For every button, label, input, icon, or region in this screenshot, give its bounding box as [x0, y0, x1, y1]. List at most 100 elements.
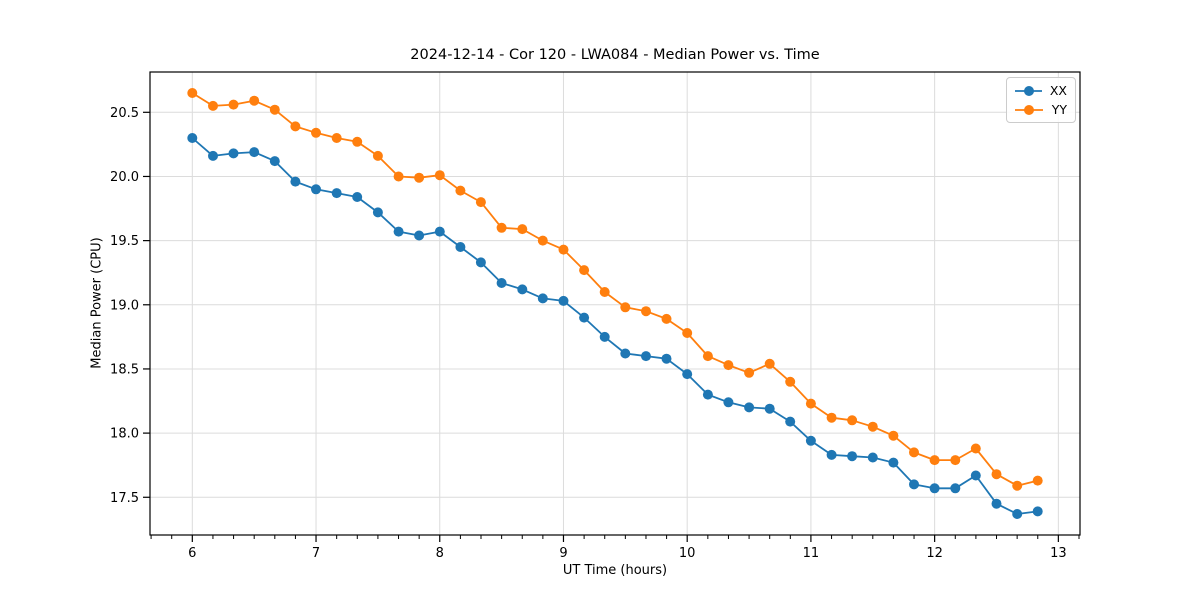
series-yy-point — [269, 104, 280, 115]
x-tick-label: 12 — [926, 546, 943, 561]
x-tick-label: 7 — [312, 546, 320, 561]
series-yy-point — [1032, 475, 1043, 486]
series-xx-point — [579, 312, 590, 323]
series-xx-point — [558, 295, 569, 306]
series-yy-point — [434, 170, 445, 181]
series-yy-point — [867, 421, 878, 432]
series-yy-point — [991, 469, 1002, 480]
y-tick-label: 20.5 — [110, 106, 139, 121]
series-xx-point — [661, 353, 672, 364]
series-xx-point — [929, 483, 940, 494]
series-xx-point — [599, 331, 610, 342]
series-yy-point — [847, 415, 858, 426]
series-yy-point — [826, 412, 837, 423]
series-xx-point — [537, 293, 548, 304]
series-yy-point — [950, 455, 961, 466]
series-xx-point — [208, 150, 218, 161]
series-xx-point — [434, 226, 445, 237]
series-xx-point — [826, 449, 837, 460]
series-yy-point — [723, 360, 734, 371]
series-yy-point — [455, 185, 466, 196]
series-xx-point — [805, 435, 816, 446]
y-tick-label: 20.0 — [110, 170, 139, 185]
series-xx-point — [682, 369, 693, 380]
series-xx-point — [950, 483, 961, 494]
y-tick-label: 17.5 — [110, 491, 139, 506]
series-yy-point — [208, 100, 218, 111]
series-xx-point — [269, 156, 280, 167]
axes-ticks: 6 7 8 9 10 11 12 13 17.5 18.0 18.5 19.0 19.5 20.0 20.5 — [110, 106, 1080, 561]
series-xx-point — [372, 207, 383, 218]
series-xx-point — [867, 452, 878, 463]
series-xx-point — [991, 498, 1002, 509]
series-yy-point — [290, 121, 301, 132]
series-xx-point — [785, 416, 796, 427]
series-xx-point — [641, 351, 651, 362]
series-yy-point — [517, 224, 528, 235]
series-yy-point — [331, 133, 342, 143]
series-yy — [187, 88, 1043, 491]
series-yy-point — [414, 172, 425, 183]
series-yy-line — [191, 92, 1039, 487]
series-xx-point — [517, 284, 528, 295]
series-yy-point — [785, 376, 796, 387]
legend: XX YY — [1006, 77, 1076, 123]
series-yy-point — [496, 222, 507, 233]
series-yy-point — [537, 235, 548, 246]
series-yy-point — [744, 367, 755, 378]
series-xx-point — [455, 242, 466, 252]
series-yy-point — [475, 197, 486, 208]
x-tick-label: 13 — [1050, 546, 1067, 561]
series-yy-point — [661, 313, 672, 324]
series-yy-point — [249, 95, 260, 106]
series-xx-point — [249, 147, 260, 158]
series-yy-point — [311, 127, 321, 138]
series-xx-point — [352, 192, 363, 202]
legend-label-xx: XX — [1049, 83, 1067, 98]
gridlines — [150, 72, 1080, 535]
legend-swatch-xx-icon — [1015, 85, 1042, 96]
series-yy-point — [372, 150, 383, 161]
series-yy-point — [682, 328, 693, 338]
series-yy-point — [641, 306, 651, 317]
y-tick-label: 19.0 — [110, 298, 139, 313]
x-axis-label: UT Time (hours) — [562, 563, 668, 578]
series-yy-point — [909, 447, 919, 458]
series-yy-point — [599, 287, 610, 297]
series-xx-point — [744, 402, 755, 413]
series-xx-point — [331, 188, 342, 199]
series-yy-point — [929, 455, 940, 466]
series-xx-point — [393, 226, 404, 237]
series-yy-point — [970, 443, 981, 454]
series-xx-point — [290, 176, 301, 187]
series-xx-point — [414, 230, 425, 241]
chart-title: 2024-12-14 - Cor 120 - LWA084 - Median P… — [410, 47, 820, 63]
series-xx-point — [311, 184, 321, 195]
series-xx-point — [475, 257, 486, 268]
y-tick-label: 18.0 — [110, 427, 139, 442]
series-yy-point — [805, 398, 816, 409]
series-xx-point — [228, 148, 239, 159]
series-xx-point — [909, 479, 919, 490]
series-xx-point — [496, 278, 507, 288]
plot-border — [149, 71, 1081, 536]
series-yy-point — [579, 265, 590, 276]
legend-item-yy: YY — [1014, 102, 1067, 117]
y-tick-label: 19.5 — [110, 234, 139, 249]
series-yy-point — [888, 430, 899, 441]
legend-swatch-yy-icon — [1015, 104, 1043, 115]
series-xx — [187, 133, 1043, 519]
series-yy-point — [228, 99, 239, 110]
x-tick-label: 8 — [436, 546, 444, 561]
series-xx-point — [764, 403, 775, 414]
series-yy-point — [620, 302, 631, 313]
series-yy-point — [764, 358, 775, 369]
series-xx-point — [723, 397, 734, 408]
y-tick-label: 18.5 — [110, 362, 139, 377]
series-yy-point — [187, 88, 198, 98]
legend-label-yy: YY — [1051, 102, 1067, 117]
series-xx-point — [847, 451, 858, 462]
x-tick-label: 9 — [559, 546, 567, 561]
